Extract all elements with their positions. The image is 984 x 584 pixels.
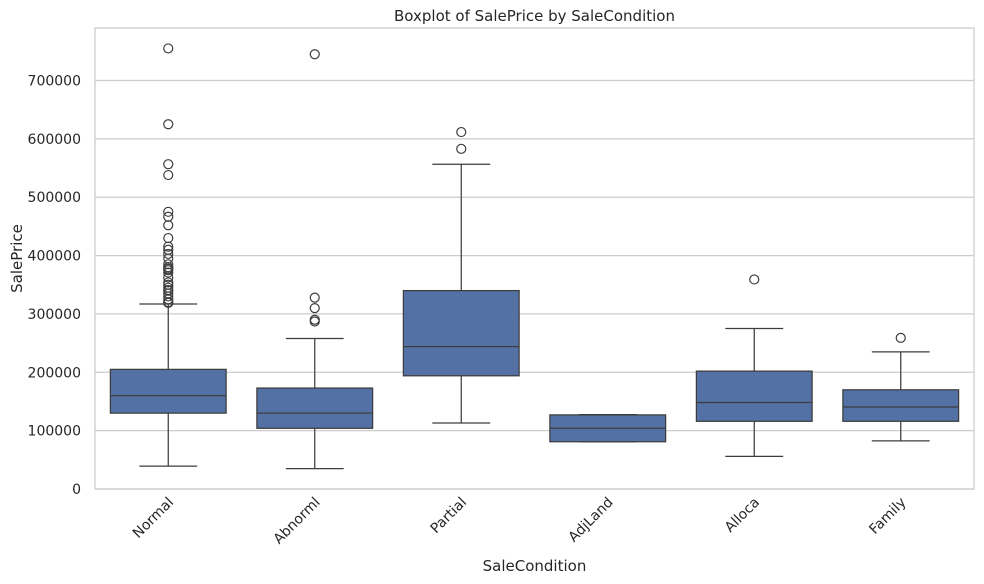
outlier-point xyxy=(309,49,320,60)
y-tick-label: 100000 xyxy=(28,424,81,440)
outlier-point xyxy=(163,265,174,276)
outlier-point xyxy=(163,291,174,302)
x-tick-label: Normal xyxy=(130,495,177,542)
outlier-point xyxy=(163,220,174,231)
outlier-point xyxy=(163,267,174,278)
outlier-point xyxy=(163,272,174,283)
box-group-partial xyxy=(402,126,520,424)
outlier-point xyxy=(163,259,174,270)
y-tick-label: 600000 xyxy=(28,132,81,148)
y-tick-label: 500000 xyxy=(28,190,81,206)
y-tick-label: 200000 xyxy=(28,365,81,381)
box-group-family xyxy=(842,332,960,442)
outlier-point xyxy=(163,241,174,252)
box-group-alloca xyxy=(695,274,813,457)
y-tick-labels: 0 100000 200000 300000 400000 500000 600000 700… xyxy=(28,74,81,498)
iqr-box xyxy=(256,387,374,429)
x-tick-label: AdjLand xyxy=(565,495,616,546)
iqr-box xyxy=(402,289,520,377)
gridlines xyxy=(95,79,974,490)
outlier-point xyxy=(163,119,174,130)
outlier-point xyxy=(456,126,467,138)
y-tick-label: 700000 xyxy=(28,74,81,90)
x-tick-label: Family xyxy=(866,495,909,538)
outlier-point xyxy=(309,303,320,314)
iqr-box xyxy=(695,370,813,422)
outlier-point xyxy=(163,248,174,260)
outlier-point xyxy=(163,169,174,181)
outlier-point xyxy=(309,292,320,303)
box-group-abnorml xyxy=(256,49,374,470)
boxes-layer xyxy=(109,43,960,470)
plot-frame xyxy=(94,27,975,490)
iqr-box xyxy=(109,368,227,414)
x-tick-label: Abnorml xyxy=(271,495,324,548)
outlier-point xyxy=(895,332,906,343)
y-tick-label: 400000 xyxy=(28,249,81,265)
x-tick-labels: Normal Abnorml Partial AdjLand Alloca Family xyxy=(130,495,910,548)
iqr-box xyxy=(842,389,960,422)
box-group-adjland xyxy=(549,413,667,443)
box-group-normal xyxy=(109,43,227,467)
y-tick-label: 300000 xyxy=(28,307,81,323)
y-tick-label: 0 xyxy=(72,482,81,498)
outlier-point xyxy=(163,159,174,170)
outlier-point xyxy=(456,143,467,154)
chart-title: Boxplot of SalePrice by SaleCondition xyxy=(394,7,675,25)
outlier-point xyxy=(163,297,174,308)
x-tick-label: Alloca xyxy=(722,495,763,536)
outlier-point xyxy=(163,294,174,305)
outlier-point xyxy=(309,316,320,327)
y-axis-title: SalePrice xyxy=(8,224,26,293)
outlier-point xyxy=(163,206,174,217)
outlier-point xyxy=(749,274,760,285)
outlier-point xyxy=(163,232,174,244)
x-axis-title: SaleCondition xyxy=(483,557,587,575)
outlier-point xyxy=(163,43,174,54)
x-tick-label: Partial xyxy=(428,495,470,537)
